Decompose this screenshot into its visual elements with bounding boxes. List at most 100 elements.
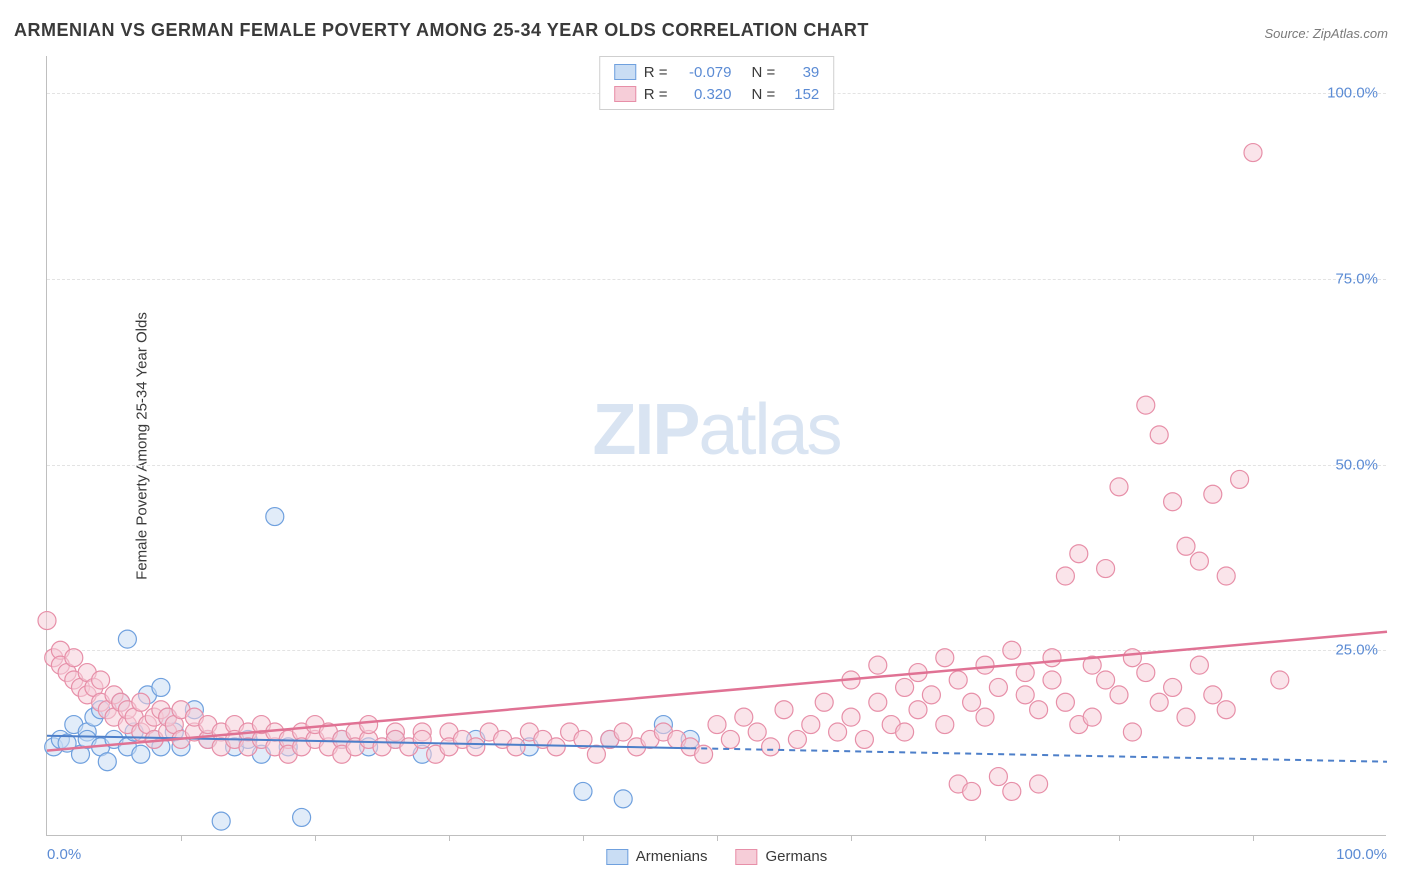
r-label: R =: [644, 64, 668, 81]
data-point: [963, 782, 981, 800]
data-point: [413, 730, 431, 748]
data-point: [212, 812, 230, 830]
x-tick-mark: [583, 835, 584, 841]
data-point: [1177, 537, 1195, 555]
r-value: -0.079: [676, 64, 732, 81]
chart-title: ARMENIAN VS GERMAN FEMALE POVERTY AMONG …: [14, 20, 869, 41]
data-point: [842, 708, 860, 726]
data-point: [762, 738, 780, 756]
data-point: [815, 693, 833, 711]
x-tick-mark: [181, 835, 182, 841]
legend-item: Armenians: [606, 848, 708, 865]
data-point: [360, 716, 378, 734]
data-point: [1217, 567, 1235, 585]
data-point: [614, 723, 632, 741]
r-value: 0.320: [676, 86, 732, 103]
data-point: [547, 738, 565, 756]
n-label: N =: [752, 86, 776, 103]
data-point: [38, 612, 56, 630]
data-point: [1190, 552, 1208, 570]
data-point: [98, 753, 116, 771]
source-prefix: Source:: [1264, 26, 1312, 41]
data-point: [1164, 678, 1182, 696]
data-point: [1030, 775, 1048, 793]
data-point: [949, 671, 967, 689]
source-attribution: Source: ZipAtlas.com: [1264, 26, 1388, 41]
data-point: [587, 745, 605, 763]
data-point: [869, 693, 887, 711]
data-point: [1217, 701, 1235, 719]
legend-label: Germans: [766, 848, 828, 865]
data-point: [976, 708, 994, 726]
data-point: [614, 790, 632, 808]
trend-line-dashed: [690, 748, 1387, 762]
n-value: 152: [783, 86, 819, 103]
series-legend: Armenians Germans: [606, 848, 827, 865]
stats-legend-row: R = 0.320 N = 152: [614, 83, 820, 105]
data-point: [788, 730, 806, 748]
data-point: [829, 723, 847, 741]
data-point: [132, 693, 150, 711]
data-point: [748, 723, 766, 741]
data-point: [1083, 708, 1101, 726]
data-point: [1177, 708, 1195, 726]
r-label: R =: [644, 86, 668, 103]
data-point: [65, 649, 83, 667]
data-point: [989, 768, 1007, 786]
x-tick-mark: [315, 835, 316, 841]
data-point: [1204, 686, 1222, 704]
data-point: [1231, 470, 1249, 488]
data-point: [1123, 649, 1141, 667]
x-tick-mark: [985, 835, 986, 841]
data-point: [1030, 701, 1048, 719]
data-point: [467, 738, 485, 756]
data-point: [1204, 485, 1222, 503]
data-point: [802, 716, 820, 734]
legend-swatch: [736, 849, 758, 865]
data-point: [963, 693, 981, 711]
legend-swatch: [614, 64, 636, 80]
data-point: [1244, 144, 1262, 162]
data-point: [152, 678, 170, 696]
legend-item: Germans: [736, 848, 828, 865]
data-point: [909, 701, 927, 719]
data-point: [1150, 426, 1168, 444]
stats-legend-row: R = -0.079 N = 39: [614, 61, 820, 83]
data-point: [936, 649, 954, 667]
data-point: [132, 745, 150, 763]
data-point: [507, 738, 525, 756]
data-point: [896, 678, 914, 696]
data-point: [1043, 671, 1061, 689]
data-point: [1137, 664, 1155, 682]
data-point: [1137, 396, 1155, 414]
data-point: [1056, 693, 1074, 711]
x-tick-mark: [851, 835, 852, 841]
data-point: [855, 730, 873, 748]
data-point: [1003, 782, 1021, 800]
x-tick-mark: [717, 835, 718, 841]
data-point: [775, 701, 793, 719]
data-point: [1070, 545, 1088, 563]
data-point: [1003, 641, 1021, 659]
data-point: [574, 782, 592, 800]
data-point: [922, 686, 940, 704]
data-point: [1097, 560, 1115, 578]
n-label: N =: [752, 64, 776, 81]
data-point: [1110, 478, 1128, 496]
x-tick-label: 0.0%: [47, 846, 81, 863]
data-point: [1123, 723, 1141, 741]
data-point: [118, 630, 136, 648]
n-value: 39: [783, 64, 819, 81]
x-tick-label: 100.0%: [1336, 846, 1387, 863]
data-point: [92, 671, 110, 689]
data-point: [869, 656, 887, 674]
data-point: [1097, 671, 1115, 689]
data-point: [721, 730, 739, 748]
scatter-svg: [47, 56, 1386, 835]
data-point: [1016, 664, 1034, 682]
data-point: [936, 716, 954, 734]
legend-label: Armenians: [636, 848, 708, 865]
data-point: [1016, 686, 1034, 704]
data-point: [1164, 493, 1182, 511]
data-point: [1271, 671, 1289, 689]
